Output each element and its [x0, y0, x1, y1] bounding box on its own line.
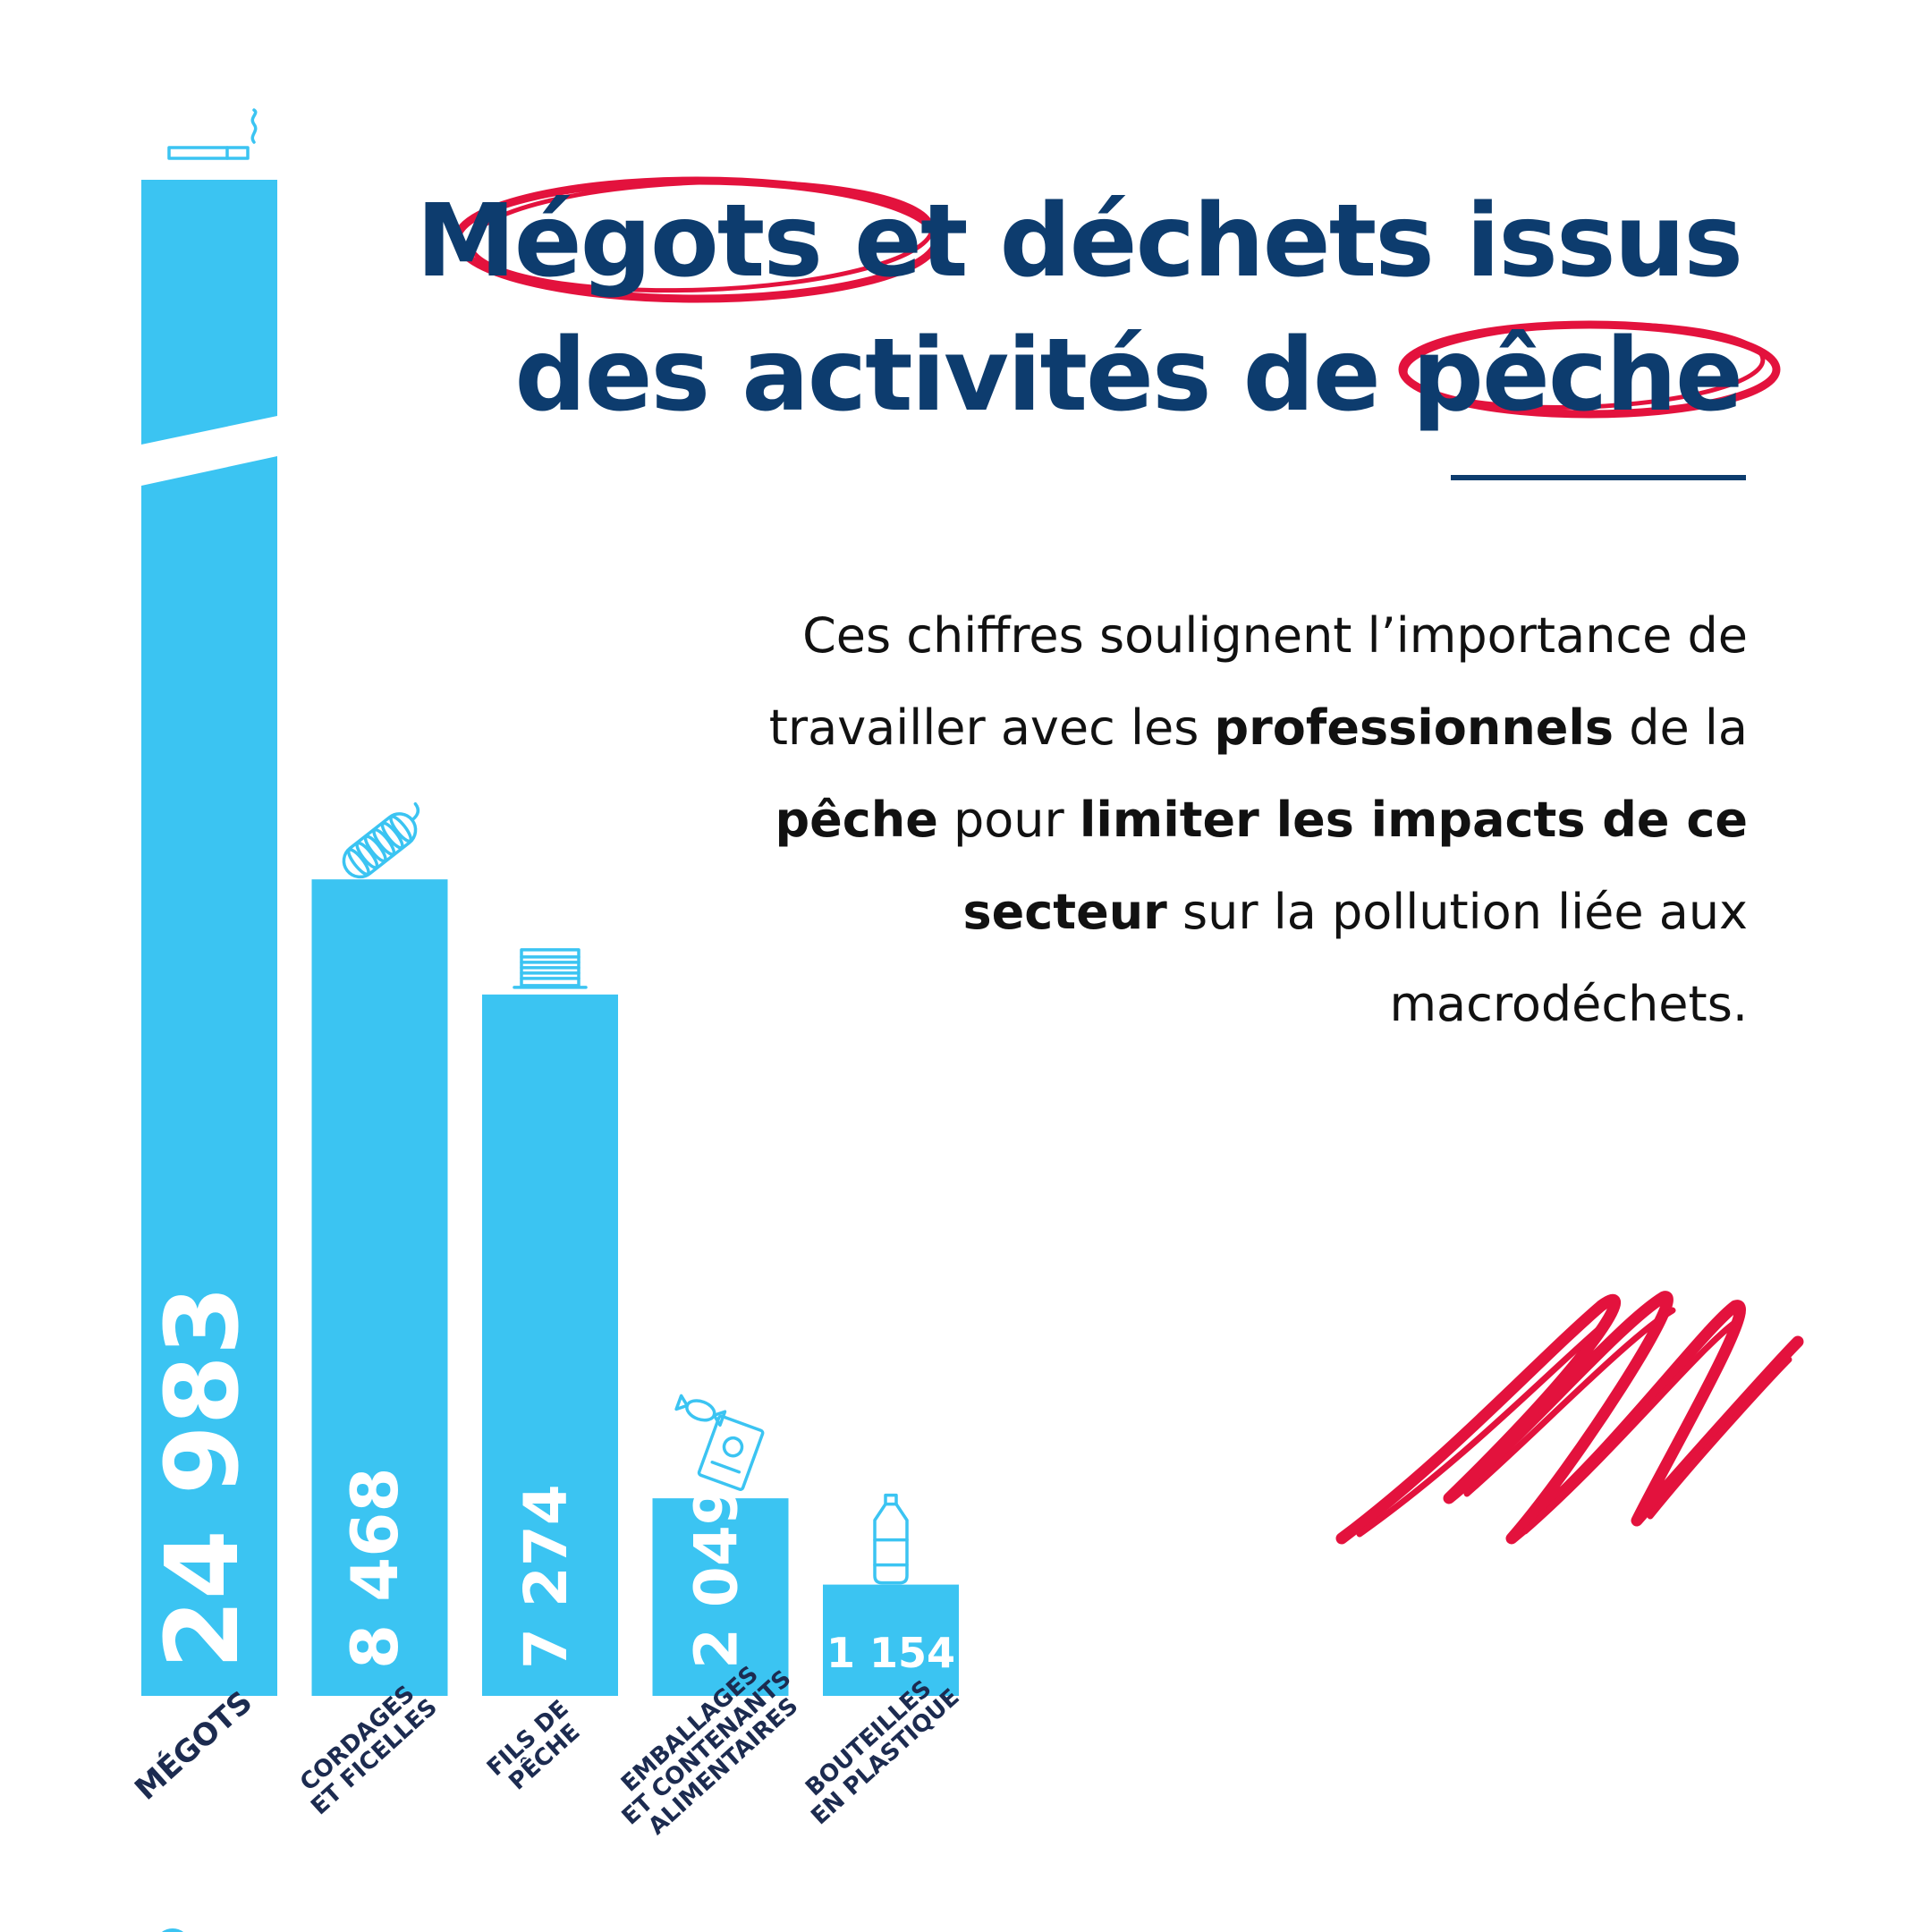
page-title-line-1: Mégots et déchets issus [400, 174, 1743, 309]
title-highlight-peche: pêche [1411, 318, 1743, 434]
rope-icon [342, 802, 420, 879]
description-text: Ces chiffres soulignent l’importance de … [768, 607, 1748, 1032]
value-label-2: 8 468 [337, 1468, 412, 1669]
bar-2 [311, 879, 448, 1696]
partial-icon [162, 1928, 183, 1932]
plastic-bottle-icon [873, 1493, 909, 1585]
title-divider [1451, 475, 1746, 480]
value-label-3: 7 274 [512, 1484, 580, 1669]
title-highlight-megots: Mégots [416, 183, 823, 300]
bar-4 [652, 1498, 789, 1696]
bar-3 [482, 994, 618, 1696]
bar-megots-lower [141, 456, 277, 1696]
value-label-4: 2 049 [682, 1484, 751, 1669]
bold-professionnels: professionnels [1214, 699, 1614, 756]
value-label-1: 24 983 [145, 1285, 261, 1669]
category-label-1: MÉGOTS [128, 1683, 259, 1808]
food-packaging-icon [674, 1394, 765, 1491]
bold-limiter: limiter les impacts de ce secteur [962, 792, 1748, 940]
page-title-line-2: des activités de pêche [400, 309, 1743, 443]
red-scribble-decoration [1335, 1291, 1804, 1545]
category-label-line: MÉGOTS [128, 1683, 259, 1808]
title-highlight-circles [453, 176, 1781, 419]
bar-5 [823, 1584, 959, 1696]
bar-megots-upper [141, 180, 277, 445]
fishing-line-spool-icon [513, 948, 588, 989]
cigarette-icon [167, 108, 258, 160]
bold-peche: pêche [775, 792, 938, 848]
value-label-5: 1 154 [826, 1629, 955, 1677]
